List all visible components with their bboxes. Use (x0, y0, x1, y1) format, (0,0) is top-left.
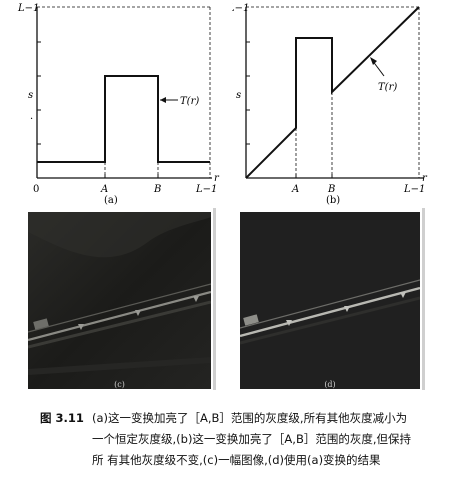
panel-label-c: (c) (114, 380, 125, 389)
y-top-label: L−1 (232, 3, 249, 14)
figure-number: 图 3.11 (40, 411, 84, 425)
photo-d: (d) (240, 212, 420, 389)
y-top-label: L−1 (17, 3, 39, 14)
panel-label-a: (a) (104, 195, 118, 205)
curve-t-r (37, 75, 210, 163)
panel-label-d: (d) (324, 380, 336, 389)
x-b-label: B (327, 184, 335, 195)
curve-label: T(r) (180, 96, 199, 107)
curve-label: T(r) (378, 82, 397, 93)
caption-line-1: (a)这一变换加亮了［A,B］范围的灰度级,所有其他灰度减小为 (92, 411, 408, 425)
x-end-label: L−1 (403, 184, 425, 195)
panel-label-b: (b) (326, 195, 340, 205)
photo-d-scene (240, 212, 420, 389)
plot-a: L−1 s · T(r) 0 A B L−1 r (a) (17, 3, 220, 205)
photo-c-scene (28, 212, 211, 389)
x-a-label: A (291, 184, 299, 195)
x-b-label: B (153, 184, 161, 195)
x-end-label: L−1 (195, 184, 217, 195)
curve-t-r (245, 6, 420, 179)
x-zero-label: 0 (33, 184, 39, 195)
separator-bar (422, 208, 425, 390)
y-s-label: s (28, 90, 33, 101)
photo-c: (c) (28, 212, 211, 389)
y-dot-label: · (30, 114, 33, 125)
caption-line-3: 所 有其他灰度级不变,(c)一幅图像,(d)使用(a)变换的结果 (92, 453, 381, 467)
separator-bar (213, 208, 216, 390)
plot-b: L−1 s T(r) A B L−1 r (b) (232, 3, 428, 205)
x-var-label: r (422, 173, 428, 184)
x-a-label: A (100, 184, 108, 195)
caption-line-2: 一个恒定灰度级,(b)这一变换加亮了［A,B］范围的灰度,但保持 (92, 432, 411, 446)
y-s-label: s (236, 90, 241, 101)
x-var-label: r (214, 173, 220, 184)
